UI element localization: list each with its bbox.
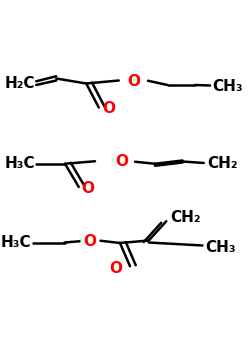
Text: O: O (115, 154, 128, 169)
Text: O: O (81, 181, 94, 196)
Text: H₃C: H₃C (0, 235, 31, 250)
Text: CH₃: CH₃ (212, 79, 243, 94)
Text: O: O (110, 261, 123, 276)
Text: O: O (102, 101, 115, 116)
Text: O: O (127, 74, 140, 89)
Text: CH₃: CH₃ (205, 240, 236, 255)
Text: H₂C: H₂C (4, 76, 35, 91)
Text: H₃C: H₃C (4, 156, 35, 171)
Text: CH₂: CH₂ (170, 210, 200, 225)
Text: CH₂: CH₂ (208, 156, 238, 171)
Text: O: O (84, 234, 96, 249)
